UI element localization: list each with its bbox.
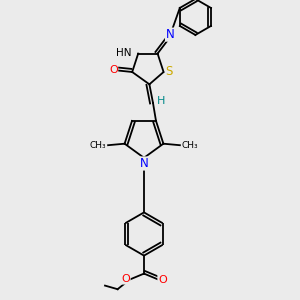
Text: N: N <box>140 157 148 170</box>
Text: CH₃: CH₃ <box>90 141 106 150</box>
Text: O: O <box>121 274 130 284</box>
Text: S: S <box>165 65 173 78</box>
Text: O: O <box>158 274 167 285</box>
Text: CH₃: CH₃ <box>182 141 198 150</box>
Text: N: N <box>166 28 174 41</box>
Text: H: H <box>157 96 166 106</box>
Text: O: O <box>109 65 118 75</box>
Text: HN: HN <box>116 48 132 58</box>
